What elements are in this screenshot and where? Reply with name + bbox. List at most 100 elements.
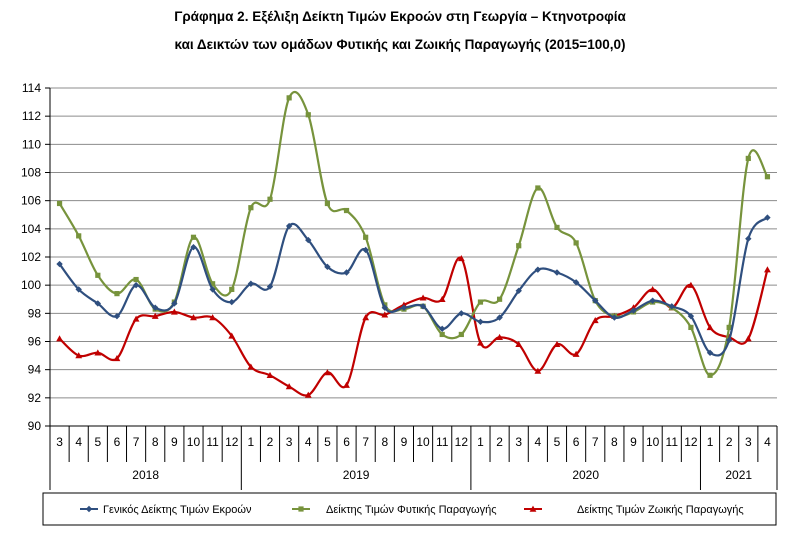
x-tick-label: 9 (630, 435, 637, 449)
data-point (229, 286, 235, 292)
series-line (58, 90, 769, 377)
x-tick-label: 6 (573, 435, 580, 449)
data-point (573, 240, 579, 246)
data-point (228, 332, 236, 339)
year-label: 2018 (132, 468, 159, 482)
y-tick-label: 92 (28, 391, 42, 405)
data-point (649, 285, 657, 293)
x-tick-label: 10 (187, 435, 201, 449)
x-tick-label: 8 (381, 435, 388, 449)
y-tick-label: 108 (21, 166, 41, 180)
data-point (324, 369, 331, 376)
data-point (210, 281, 216, 287)
series-line (58, 216, 769, 357)
legend: Γενικός Δείκτης Τιμών Εκροών Δείκτης Τιμώ… (42, 492, 777, 526)
x-tick-label: 3 (56, 435, 63, 449)
data-point (209, 286, 216, 293)
data-point (611, 314, 618, 321)
x-tick-label: 11 (206, 435, 219, 449)
data-point (247, 280, 255, 287)
data-point (496, 296, 503, 302)
x-tick-label: 3 (286, 435, 293, 449)
x-tick-label: 1 (707, 435, 714, 449)
data-point (591, 316, 599, 324)
data-point (266, 371, 274, 379)
data-point (94, 300, 102, 307)
data-point (496, 333, 503, 340)
x-tick-label: 9 (171, 435, 178, 449)
x-tick-label: 6 (114, 435, 121, 449)
data-point (707, 372, 713, 378)
data-point (133, 276, 139, 283)
data-point (458, 331, 464, 338)
data-point (304, 391, 312, 398)
data-point (687, 281, 695, 288)
data-point (228, 298, 235, 306)
x-axis-tick-labels: 3 4 5 6 7 8 9 10 11 12 1 2 3 4 5 6 7 8 9 10 11 12 1 2 3 4 5 6 7 8 9 10 1… (56, 435, 771, 482)
y-tick-label: 106 (21, 194, 41, 208)
data-point (496, 314, 503, 321)
x-tick-label: 4 (764, 435, 771, 449)
x-tick-label: 3 (515, 435, 522, 449)
data-point (267, 196, 273, 202)
x-tick-label: 12 (455, 435, 469, 449)
data-point (534, 266, 542, 273)
data-point (477, 299, 484, 305)
data-point (572, 350, 580, 357)
data-point (515, 340, 523, 348)
legend-box (42, 492, 777, 526)
y-axis-tick-labels: 90 92 94 96 98 100 102 104 106 108 110 112 114 (21, 81, 41, 433)
x-tick-label: 5 (554, 435, 561, 449)
data-point (248, 205, 254, 211)
x-tick-label: 5 (94, 435, 101, 449)
data-point (305, 236, 312, 244)
data-point (592, 297, 599, 304)
data-point (554, 224, 560, 231)
year-label: 2019 (343, 468, 370, 482)
x-tick-label: 12 (684, 435, 698, 449)
data-point (190, 314, 197, 321)
series-line (58, 256, 769, 397)
y-tick-label: 90 (28, 419, 42, 433)
x-tick-label: 6 (343, 435, 350, 449)
x-tick-label: 7 (592, 435, 599, 449)
data-point (706, 324, 714, 331)
data-point (534, 367, 542, 374)
chart-title-line-2: και Δεικτών των ομάδων Φυτικής και Ζωική… (174, 37, 626, 52)
data-point (285, 222, 293, 230)
data-point (286, 95, 292, 101)
data-point (668, 303, 675, 310)
data-point (190, 234, 197, 240)
data-point (726, 324, 732, 331)
x-tick-label: 3 (745, 435, 752, 449)
data-point (725, 336, 733, 344)
data-point (151, 312, 159, 319)
legend-label: Δείκτης Τιμών Φυτικής Παραγωγής (326, 504, 497, 516)
data-point (515, 287, 522, 294)
legend-entry: Γενικός Δείκτης Τιμών Εκροών (80, 504, 252, 516)
y-tick-label: 98 (28, 306, 42, 320)
data-point (744, 335, 752, 342)
data-point (113, 355, 121, 362)
y-tick-label: 102 (21, 250, 41, 264)
data-point (132, 281, 140, 289)
data-point (688, 324, 694, 331)
x-tick-label: 2 (496, 435, 503, 449)
data-point (438, 325, 446, 333)
data-point (687, 312, 695, 320)
x-tick-label: 7 (133, 435, 140, 449)
data-point (764, 266, 771, 273)
data-point (630, 307, 637, 314)
x-tick-label: 11 (666, 435, 679, 449)
x-tick-label: 8 (152, 435, 159, 449)
data-point (56, 335, 63, 342)
data-point (343, 207, 350, 214)
data-point (458, 310, 465, 317)
data-point (477, 318, 484, 325)
data-point (85, 505, 93, 513)
data-point (529, 505, 537, 512)
x-tick-label: 8 (611, 435, 618, 449)
data-point (477, 339, 484, 346)
data-point (343, 269, 350, 276)
x-tick-label: 4 (75, 435, 82, 449)
